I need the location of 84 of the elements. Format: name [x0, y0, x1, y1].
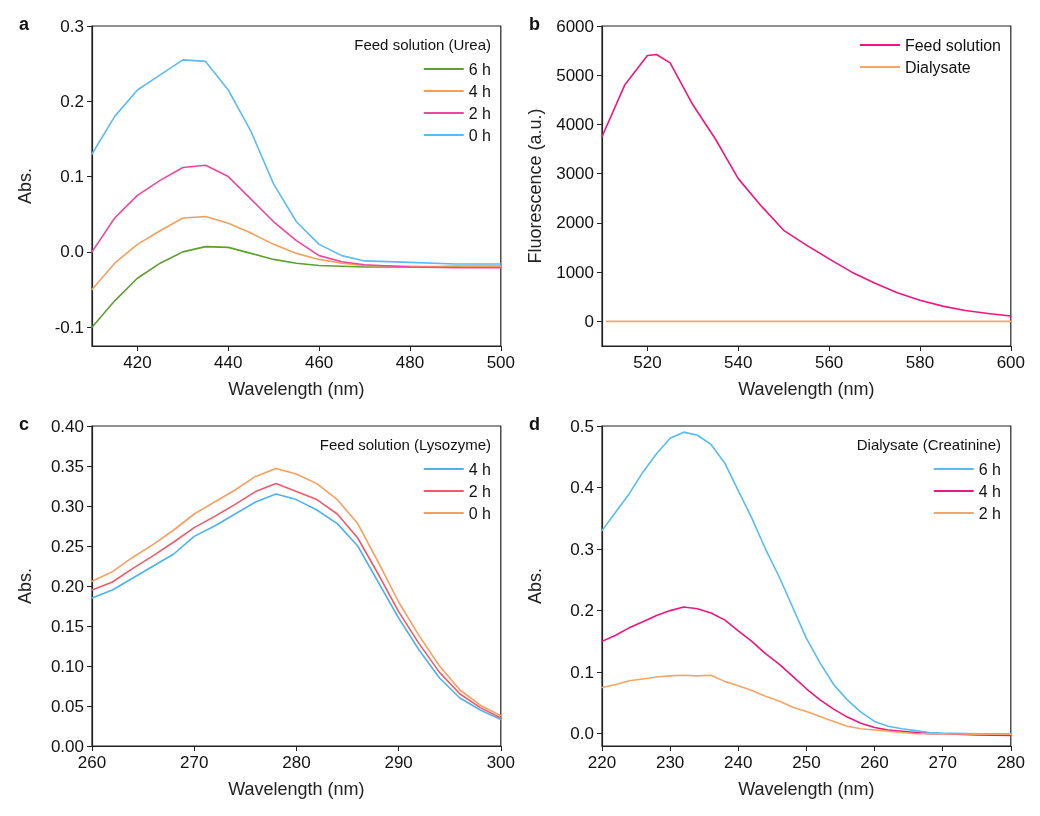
x-axis-title: Wavelength (nm)	[228, 379, 365, 399]
y-tick-label: 0.5	[570, 416, 594, 436]
x-tick-label: 300	[486, 753, 516, 772]
y-tick-label: -0.1	[54, 317, 84, 337]
legend-title: Dialysate (Creatinine)	[856, 436, 1002, 453]
x-tick-label: 270	[180, 753, 209, 772]
y-tick-label: 0.40	[50, 416, 84, 436]
y-axis-title: Fluorescence (a.u.)	[525, 108, 545, 264]
y-tick-label: 6000	[556, 16, 594, 36]
legend-label: 2 h	[468, 104, 492, 122]
legend-label: 4 h	[468, 82, 492, 100]
y-tick-label: 2000	[556, 213, 594, 233]
y-axis-title: Abs.	[525, 567, 545, 605]
y-tick-label: 0.05	[50, 696, 84, 716]
x-tick-label: 440	[214, 353, 243, 372]
x-tick-label: 580	[905, 353, 935, 372]
y-tick-label: 0	[584, 311, 594, 331]
line-series	[91, 215, 502, 291]
y-tick-label: 5000	[556, 65, 594, 85]
legend-label: 4 h	[978, 482, 1002, 500]
y-tick-label: 0.15	[50, 616, 84, 636]
line-series	[601, 53, 1012, 317]
line-series	[601, 674, 1012, 736]
x-tick-label: 290	[384, 753, 413, 772]
line-series	[91, 245, 502, 328]
y-tick-label: 0.3	[570, 539, 594, 559]
x-tick-label: 240	[724, 753, 753, 772]
x-tick-label: 540	[724, 353, 753, 372]
y-tick-label: 0.3	[60, 16, 84, 36]
y-axis-title: Abs.	[15, 167, 35, 205]
chart-title: d	[529, 414, 540, 434]
y-tick-label: 0.00	[50, 736, 84, 756]
y-tick-label: 0.2	[570, 601, 594, 621]
y-tick-label: 0.2	[60, 91, 84, 111]
legend-label: 6 h	[978, 460, 1002, 478]
x-tick-label: 500	[486, 353, 516, 372]
x-tick-label: 420	[123, 353, 152, 372]
x-tick-label: 260	[77, 753, 107, 772]
x-tick-label: 250	[792, 753, 821, 772]
x-tick-label: 230	[655, 753, 685, 772]
line-series	[91, 164, 502, 269]
legend-label: 0 h	[468, 126, 492, 144]
x-tick-label: 280	[996, 753, 1026, 772]
line-series	[601, 606, 1012, 737]
legend-title: Feed solution (Urea)	[354, 36, 492, 53]
y-tick-label: 0.0	[570, 724, 594, 744]
line-series	[91, 59, 502, 265]
y-tick-label: 0.1	[570, 662, 594, 682]
y-tick-label: 1000	[556, 262, 594, 282]
x-tick-label: 280	[282, 753, 311, 772]
y-tick-label: 0.4	[570, 478, 594, 498]
legend-label: 0 h	[468, 504, 492, 522]
x-axis-title: Wavelength (nm)	[738, 379, 875, 399]
legend-label: 2 h	[468, 482, 492, 500]
x-tick-label: 460	[304, 353, 334, 372]
y-tick-label: 0.0	[60, 242, 84, 262]
x-tick-label: 260	[860, 753, 889, 772]
y-tick-label: 0.30	[50, 496, 84, 516]
x-tick-label: 480	[395, 353, 425, 372]
legend-title: Feed solution (Lysozyme)	[319, 436, 492, 453]
x-tick-label: 600	[996, 353, 1026, 372]
chart-title: c	[19, 414, 30, 434]
chart-title: a	[19, 14, 30, 34]
chart-title: b	[529, 14, 540, 34]
legend-label: Feed solution	[904, 36, 1001, 54]
y-tick-label: 0.20	[50, 576, 84, 596]
y-axis-title: Abs.	[15, 567, 35, 605]
x-axis-title: Wavelength (nm)	[738, 779, 875, 799]
x-axis-title: Wavelength (nm)	[228, 779, 365, 799]
x-tick-label: 560	[814, 353, 844, 372]
y-tick-label: 4000	[556, 114, 594, 134]
x-tick-label: 220	[587, 753, 617, 772]
legend-label: 4 h	[468, 460, 492, 478]
x-tick-label: 270	[928, 753, 957, 772]
legend-label: 2 h	[978, 504, 1002, 522]
y-tick-label: 0.25	[50, 536, 84, 556]
legend-label: 6 h	[468, 60, 492, 78]
x-tick-label: 520	[633, 353, 662, 372]
line-series	[601, 431, 1012, 735]
y-tick-label: 3000	[556, 164, 594, 184]
y-tick-label: 0.1	[60, 167, 84, 187]
y-tick-label: 0.35	[50, 456, 84, 476]
y-tick-label: 0.10	[50, 656, 84, 676]
legend-label: Dialysate	[904, 58, 971, 76]
